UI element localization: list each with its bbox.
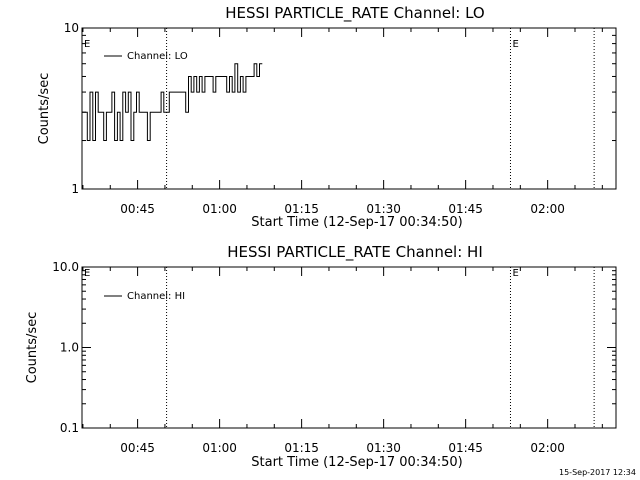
y-tick-label: 0.1: [60, 421, 79, 435]
x-tick-label: 01:00: [202, 202, 237, 216]
y-axis-label: Counts/sec: [25, 312, 40, 384]
y-tick-label: 1.0: [60, 341, 79, 355]
panel-2: HESSI PARTICLE_RATE Channel: HI 0.1 1.0 10.…: [25, 243, 617, 470]
chart-title: HESSI PARTICLE_RATE Channel: HI: [227, 243, 483, 262]
x-axis-label: Start Time (12-Sep-17 00:34:50): [251, 455, 462, 470]
flag-label: E: [84, 39, 90, 50]
x-tick-label: 00:45: [120, 441, 155, 455]
x-tick-label: 01:00: [202, 441, 237, 455]
legend-label: Channel: LO: [127, 51, 188, 62]
legend-label: Channel: HI: [127, 291, 185, 302]
x-tick-label: 01:30: [366, 202, 401, 216]
x-axis-label: Start Time (12-Sep-17 00:34:50): [251, 215, 462, 230]
timestamp-label: 15-Sep-2017 12:34: [559, 468, 636, 477]
chart-title: HESSI PARTICLE_RATE Channel: LO: [225, 4, 484, 23]
y-tick-label: 10.0: [52, 260, 79, 274]
y-tick-label: 10: [64, 21, 79, 35]
x-tick-label: 01:15: [284, 202, 319, 216]
y-axis-label: Counts/sec: [37, 73, 52, 145]
panel-1: HESSI PARTICLE_RATE Channel: LO 1 10 Counts…: [37, 4, 617, 230]
series-line: [82, 63, 263, 141]
x-tick-label: 02:00: [530, 441, 565, 455]
x-tick-label: 01:45: [448, 202, 483, 216]
x-tick-label: 01:30: [366, 441, 401, 455]
y-tick-label: 1: [71, 182, 79, 196]
x-tick-label: 01:45: [448, 441, 483, 455]
flag-label: E: [512, 268, 518, 279]
flag-label: E: [84, 268, 90, 279]
x-tick-label: 00:45: [120, 202, 155, 216]
x-tick-label: 02:00: [530, 202, 565, 216]
flag-label: E: [512, 39, 518, 50]
x-tick-label: 01:15: [284, 441, 319, 455]
plot-frame: [81, 27, 617, 190]
